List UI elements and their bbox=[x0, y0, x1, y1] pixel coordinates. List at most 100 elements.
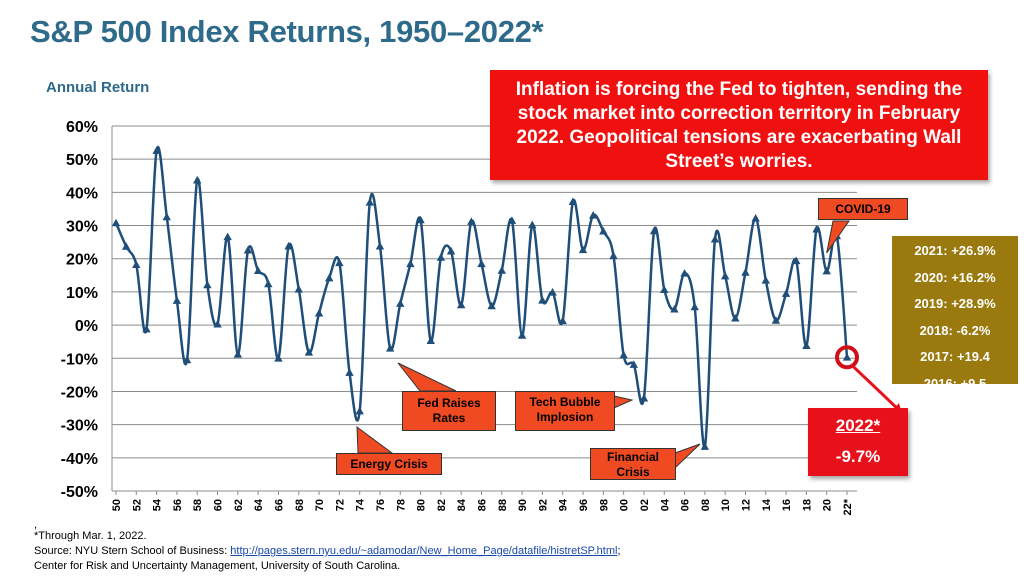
data-point-marker bbox=[599, 226, 608, 235]
data-point-marker bbox=[314, 308, 324, 317]
data-point-marker bbox=[771, 316, 781, 324]
x-tick-label: 20 bbox=[822, 499, 834, 511]
data-point-marker bbox=[172, 296, 182, 304]
data-point-marker bbox=[294, 285, 303, 293]
data-point-marker bbox=[822, 266, 831, 275]
covid-pointer bbox=[826, 220, 850, 254]
page-title: S&P 500 Index Returns, 1950–2022* bbox=[30, 14, 544, 49]
data-point-marker bbox=[812, 224, 821, 233]
y-tick-label: -40% bbox=[61, 451, 98, 468]
fed-pointer bbox=[397, 362, 457, 392]
data-point-marker bbox=[731, 313, 740, 322]
data-point-marker bbox=[406, 259, 415, 268]
recent-return-2017: 2017: +19.4 bbox=[920, 349, 990, 364]
x-tick-label: 80 bbox=[416, 499, 428, 511]
data-point-marker bbox=[132, 260, 141, 269]
covid-label: COVID-19 bbox=[818, 198, 908, 220]
x-tick-label: 90 bbox=[517, 499, 529, 511]
data-point-marker bbox=[385, 344, 395, 352]
y-tick-label: 50% bbox=[66, 152, 98, 169]
x-tick-label: 60 bbox=[213, 499, 225, 511]
data-point-marker bbox=[396, 299, 405, 307]
data-point-marker bbox=[517, 331, 527, 339]
energy-crisis-label: Energy Crisis bbox=[336, 453, 442, 475]
data-point-marker bbox=[416, 215, 425, 224]
x-tick-label: 88 bbox=[497, 499, 509, 511]
y-tick-label: -10% bbox=[61, 351, 98, 368]
x-tick-label: 96 bbox=[578, 499, 590, 511]
data-point-marker bbox=[629, 360, 638, 368]
energy-pointer bbox=[356, 425, 394, 454]
data-point-marker bbox=[568, 197, 578, 206]
y-tick-label: 60% bbox=[66, 119, 98, 136]
x-tick-label: 98 bbox=[598, 499, 610, 511]
footnote-source: Source: NYU Stern School of Business: ht… bbox=[34, 544, 621, 559]
data-point-marker bbox=[497, 266, 507, 274]
x-tick-label: 10 bbox=[720, 499, 732, 511]
data-point-marker bbox=[680, 269, 689, 277]
x-tick-label: 78 bbox=[395, 499, 407, 511]
data-point-marker bbox=[233, 350, 243, 358]
x-tick-label: 72 bbox=[334, 499, 346, 511]
data-point-marker bbox=[375, 241, 385, 250]
data-point-marker bbox=[649, 226, 659, 235]
data-point-marker bbox=[253, 266, 263, 275]
current-year-asterisk: * bbox=[873, 416, 881, 435]
footnote-through: *Through Mar. 1, 2022. bbox=[34, 530, 147, 542]
data-point-marker bbox=[467, 217, 476, 225]
current-year-callout: 2022* -9.7% bbox=[808, 408, 908, 476]
x-tick-label: 76 bbox=[375, 499, 387, 511]
data-point-marker bbox=[243, 245, 253, 254]
data-point-marker bbox=[507, 216, 517, 224]
x-tick-label: 02 bbox=[639, 499, 651, 511]
data-point-marker bbox=[588, 211, 598, 219]
data-point-marker bbox=[162, 212, 171, 221]
source-link[interactable]: http://pages.stern.nyu.edu/~adamodar/New… bbox=[230, 545, 618, 557]
x-tick-label: 06 bbox=[680, 499, 692, 511]
headline-callout: Inflation is forcing the Fed to tighten,… bbox=[490, 70, 988, 180]
x-tick-label: 74 bbox=[355, 498, 367, 511]
financial-crisis-label: Financial Crisis bbox=[590, 448, 676, 480]
recent-return-2016: 2016: +9.5 bbox=[923, 375, 987, 391]
data-point-marker bbox=[660, 285, 669, 293]
data-point-marker bbox=[842, 353, 852, 361]
data-point-marker bbox=[325, 273, 334, 282]
data-point-marker bbox=[345, 368, 354, 376]
data-point-marker bbox=[223, 232, 232, 241]
x-tick-label: 82 bbox=[436, 499, 448, 511]
current-point-highlight bbox=[835, 345, 859, 370]
x-tick-label: 58 bbox=[192, 499, 204, 511]
data-point-marker bbox=[792, 256, 801, 265]
x-tick-label: 04 bbox=[659, 498, 671, 511]
data-point-marker bbox=[741, 268, 750, 276]
y-tick-label: 30% bbox=[66, 219, 98, 236]
financial-pointer bbox=[674, 443, 701, 470]
y-tick-label: 10% bbox=[66, 285, 98, 302]
x-tick-label: 84 bbox=[456, 498, 468, 511]
data-point-marker bbox=[335, 258, 344, 267]
data-point-marker bbox=[619, 350, 628, 359]
data-point-marker bbox=[152, 146, 161, 154]
footnote-mark: , bbox=[34, 519, 38, 531]
data-point-marker bbox=[426, 336, 435, 345]
data-point-marker bbox=[710, 234, 720, 243]
y-tick-label: -50% bbox=[61, 484, 98, 501]
x-tick-label: 86 bbox=[477, 499, 489, 511]
fed-raises-rates-label: Fed Raises Rates bbox=[402, 391, 496, 431]
data-point-marker bbox=[203, 280, 212, 289]
y-tick-label: -20% bbox=[61, 384, 98, 401]
recent-returns-box: 2021: +26.9% 2020: +16.2% 2019: +28.9% 2… bbox=[892, 236, 1018, 391]
x-tick-label: 54 bbox=[152, 498, 164, 511]
data-point-marker bbox=[456, 300, 466, 309]
y-tick-label: 0% bbox=[75, 318, 98, 335]
data-point-marker bbox=[781, 289, 791, 297]
data-point-marker bbox=[670, 304, 679, 313]
data-point-marker bbox=[548, 288, 557, 296]
data-point-marker bbox=[609, 251, 618, 260]
x-tick-label: 18 bbox=[801, 499, 813, 511]
data-point-marker bbox=[558, 316, 567, 325]
data-point-marker bbox=[365, 198, 375, 206]
x-tick-label: 52 bbox=[131, 499, 143, 511]
x-tick-label: 12 bbox=[740, 499, 752, 511]
